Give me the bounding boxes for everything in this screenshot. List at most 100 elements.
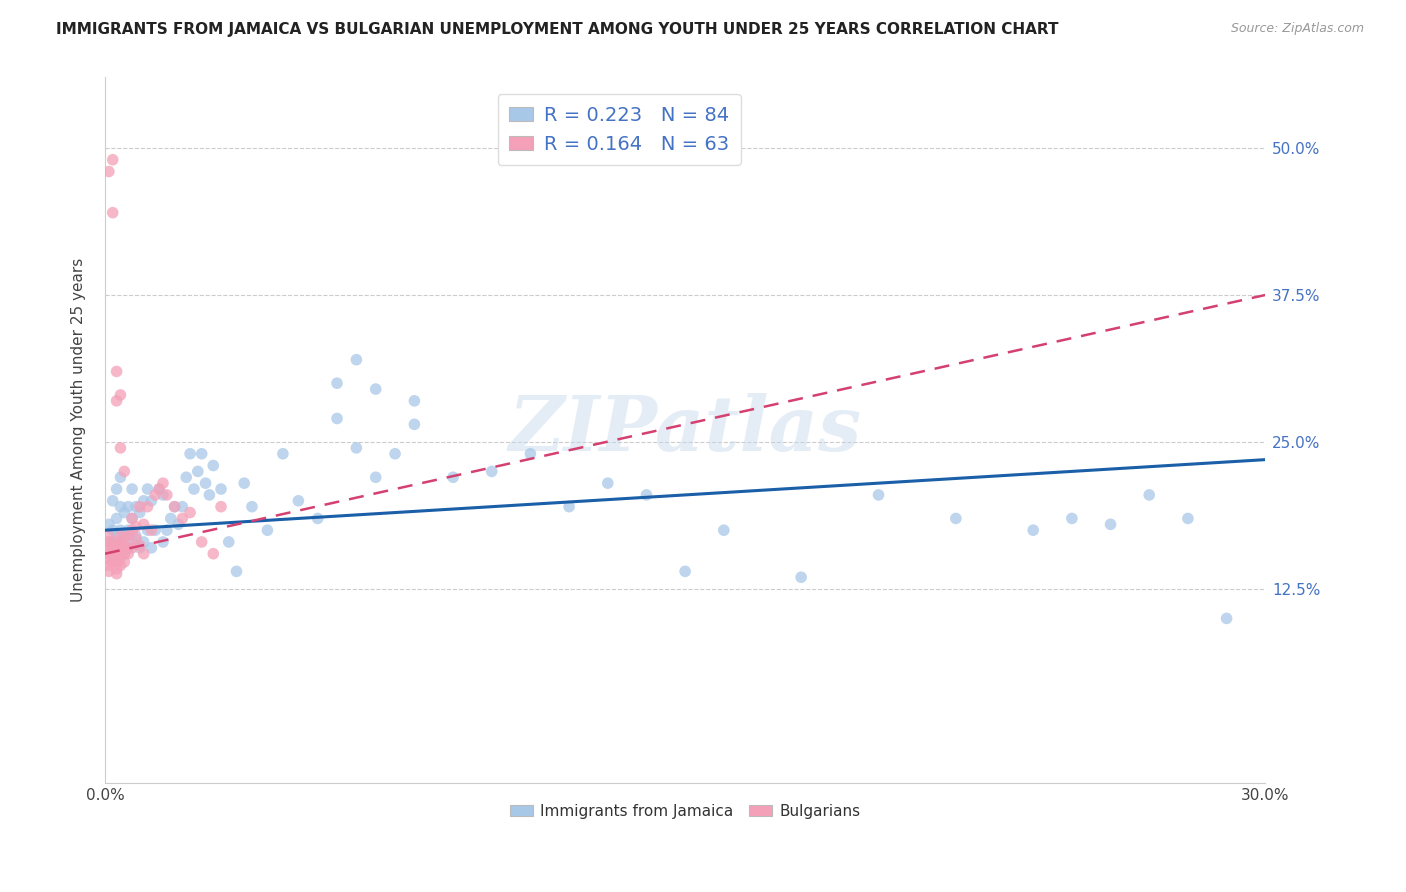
Point	[1137, 488, 1160, 502]
Point	[141, 541, 163, 555]
Point	[110, 535, 132, 549]
Point	[110, 470, 132, 484]
Point	[105, 555, 128, 569]
Point	[132, 535, 155, 549]
Point	[110, 541, 132, 555]
Text: IMMIGRANTS FROM JAMAICA VS BULGARIAN UNEMPLOYMENT AMONG YOUTH UNDER 25 YEARS COR: IMMIGRANTS FROM JAMAICA VS BULGARIAN UNE…	[56, 22, 1059, 37]
Point	[1060, 511, 1083, 525]
Point	[128, 541, 150, 555]
Point	[132, 517, 155, 532]
Point	[172, 500, 194, 514]
Point	[105, 529, 128, 543]
Point	[167, 517, 190, 532]
Point	[101, 541, 124, 555]
Point	[101, 523, 124, 537]
Point	[441, 470, 464, 484]
Point	[110, 558, 132, 573]
Point	[868, 488, 890, 502]
Legend: Immigrants from Jamaica, Bulgarians: Immigrants from Jamaica, Bulgarians	[503, 797, 866, 825]
Point	[112, 541, 135, 555]
Point	[344, 352, 367, 367]
Point	[112, 555, 135, 569]
Point	[202, 547, 225, 561]
Point	[132, 493, 155, 508]
Point	[307, 511, 329, 525]
Point	[101, 205, 124, 219]
Point	[673, 565, 696, 579]
Point	[143, 523, 166, 537]
Point	[132, 547, 155, 561]
Point	[172, 511, 194, 525]
Point	[152, 476, 174, 491]
Point	[1177, 511, 1199, 525]
Point	[152, 535, 174, 549]
Point	[240, 500, 263, 514]
Point	[105, 566, 128, 581]
Point	[198, 488, 221, 502]
Point	[97, 517, 120, 532]
Point	[112, 547, 135, 561]
Point	[101, 153, 124, 167]
Point	[110, 547, 132, 561]
Point	[1215, 611, 1237, 625]
Point	[125, 500, 148, 514]
Point	[97, 535, 120, 549]
Point	[174, 470, 197, 484]
Point	[225, 565, 247, 579]
Point	[117, 500, 139, 514]
Point	[136, 482, 159, 496]
Point	[326, 411, 349, 425]
Point	[183, 482, 205, 496]
Point	[194, 476, 217, 491]
Point	[97, 558, 120, 573]
Point	[128, 500, 150, 514]
Point	[287, 493, 309, 508]
Point	[105, 562, 128, 576]
Point	[105, 547, 128, 561]
Point	[481, 464, 503, 478]
Point	[105, 543, 128, 558]
Point	[121, 541, 143, 555]
Point	[110, 388, 132, 402]
Point	[117, 541, 139, 555]
Point	[636, 488, 658, 502]
Point	[256, 523, 278, 537]
Y-axis label: Unemployment Among Youth under 25 years: Unemployment Among Youth under 25 years	[72, 258, 86, 602]
Point	[596, 476, 619, 491]
Point	[128, 539, 150, 553]
Point	[152, 488, 174, 502]
Point	[101, 493, 124, 508]
Point	[97, 535, 120, 549]
Point	[110, 500, 132, 514]
Point	[101, 552, 124, 566]
Point	[121, 482, 143, 496]
Point	[326, 376, 349, 391]
Point	[141, 493, 163, 508]
Point	[110, 529, 132, 543]
Point	[121, 511, 143, 525]
Point	[1099, 517, 1122, 532]
Point	[105, 550, 128, 565]
Point	[190, 447, 212, 461]
Point	[110, 550, 132, 565]
Point	[110, 441, 132, 455]
Point	[141, 523, 163, 537]
Text: ZIPatlas: ZIPatlas	[509, 393, 862, 467]
Point	[364, 470, 387, 484]
Point	[404, 417, 426, 432]
Point	[271, 447, 294, 461]
Point	[136, 523, 159, 537]
Point	[148, 482, 170, 496]
Point	[404, 393, 426, 408]
Point	[101, 535, 124, 549]
Point	[110, 523, 132, 537]
Point	[218, 535, 240, 549]
Point	[179, 506, 201, 520]
Point	[101, 547, 124, 561]
Point	[125, 519, 148, 533]
Point	[117, 529, 139, 543]
Point	[101, 555, 124, 569]
Point	[101, 547, 124, 561]
Point	[179, 447, 201, 461]
Point	[112, 464, 135, 478]
